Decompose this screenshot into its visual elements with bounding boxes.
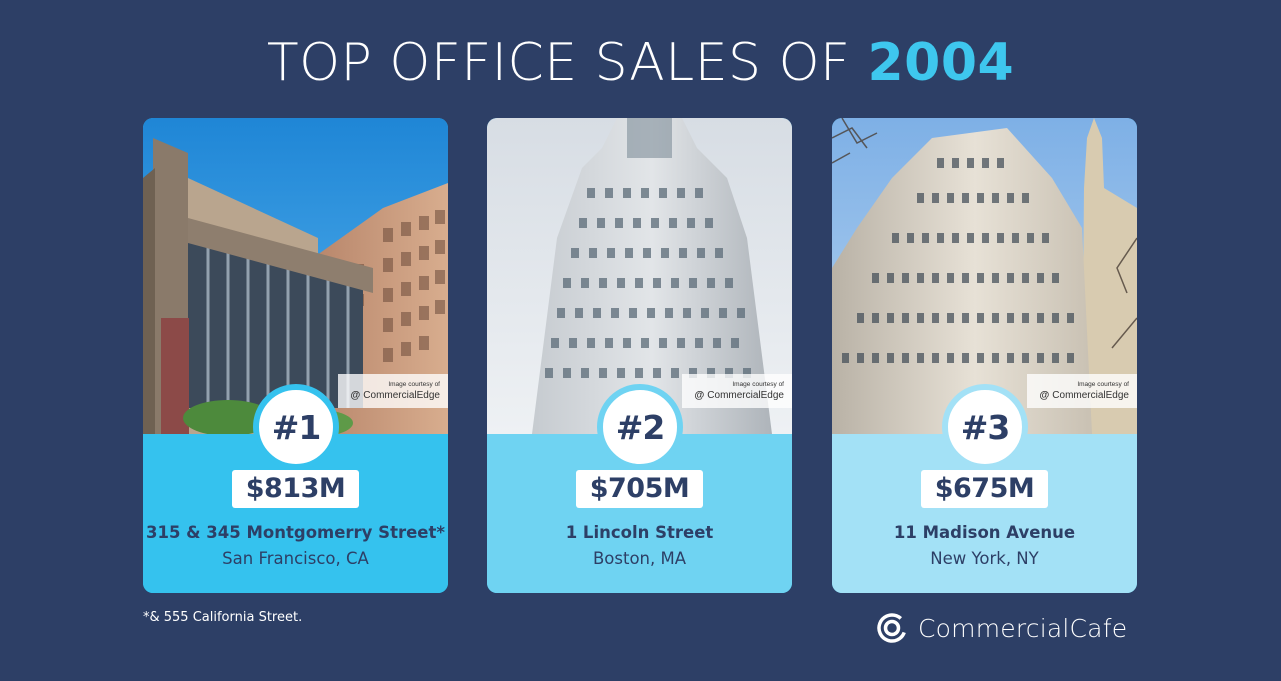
commercialedge-icon: @ — [350, 390, 361, 401]
price-value: $675M — [920, 470, 1049, 508]
page-title: TOP OFFICE SALES OF 2004 — [0, 32, 1281, 94]
building-photo-1 — [143, 118, 448, 434]
sale-card-3: Image courtesy of @ CommercialEdge #3 $67… — [832, 118, 1137, 593]
courtesy-brand: CommercialEdge — [363, 390, 440, 401]
logo-text: CommercialCafe — [918, 613, 1128, 643]
courtesy-label: Image courtesy of — [388, 381, 440, 388]
sale-card-2: Image courtesy of @ CommercialEdge #2 $70… — [487, 118, 792, 593]
title-year: 2004 — [867, 33, 1015, 93]
rank-badge: #1 — [253, 384, 339, 470]
price-value: $705M — [575, 470, 704, 508]
footnote: *& 555 California Street. — [143, 610, 303, 625]
courtesy-label: Image courtesy of — [732, 381, 784, 388]
rank-label: #1 — [271, 407, 322, 447]
commercialcafe-logo-icon — [877, 613, 907, 643]
image-courtesy-badge: Image courtesy of @ CommercialEdge — [1027, 374, 1137, 408]
image-courtesy-badge: Image courtesy of @ CommercialEdge — [682, 374, 792, 408]
rank-label: #2 — [615, 407, 666, 447]
commercialedge-icon: @ — [1039, 390, 1050, 401]
property-city: New York, NY — [930, 549, 1039, 568]
rank-label: #3 — [960, 407, 1011, 447]
property-city: Boston, MA — [592, 549, 687, 568]
courtesy-brand: CommercialEdge — [707, 390, 784, 401]
property-city: San Francisco, CA — [222, 549, 369, 568]
title-prefix: TOP OFFICE SALES OF — [266, 33, 851, 93]
courtesy-brand: CommercialEdge — [1052, 390, 1129, 401]
property-address: 315 & 345 Montgomerry Street* — [145, 523, 445, 542]
building-photo-3 — [832, 118, 1137, 434]
price-value: $813M — [231, 470, 360, 508]
image-courtesy-badge: Image courtesy of @ CommercialEdge — [338, 374, 448, 408]
sale-card-1: Image courtesy of @ CommercialEdge #1 $81… — [143, 118, 448, 593]
property-address: 11 Madison Avenue — [893, 523, 1076, 542]
courtesy-label: Image courtesy of — [1077, 381, 1129, 388]
price-badge: $675M — [832, 470, 1137, 508]
price-badge: $813M — [143, 470, 448, 508]
commercialcafe-logo: CommercialCafe — [876, 610, 1127, 646]
commercialedge-icon: @ — [694, 390, 705, 401]
property-address: 1 Lincoln Street — [565, 523, 714, 542]
rank-badge: #2 — [597, 384, 683, 470]
price-badge: $705M — [487, 470, 792, 508]
rank-badge: #3 — [942, 384, 1028, 470]
